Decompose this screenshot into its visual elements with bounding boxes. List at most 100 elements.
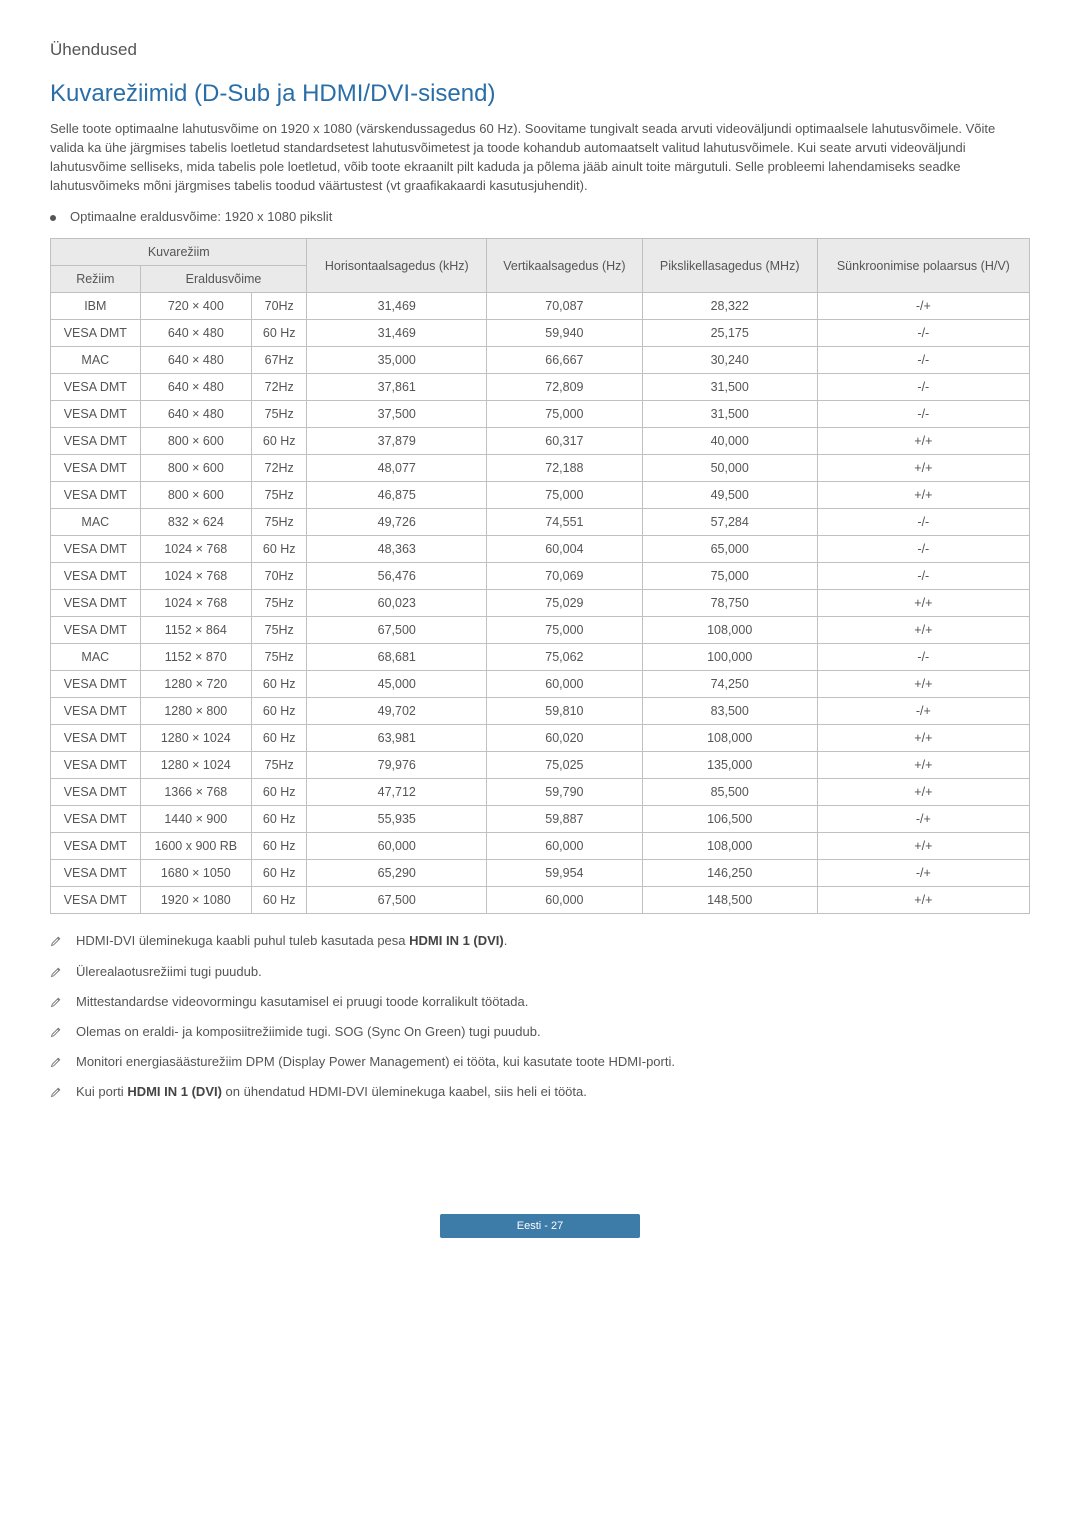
page-header: Ühendused bbox=[50, 40, 1030, 60]
table-cell: 47,712 bbox=[307, 779, 487, 806]
table-cell: MAC bbox=[51, 347, 141, 374]
table-cell: 48,363 bbox=[307, 536, 487, 563]
table-cell: 57,284 bbox=[642, 509, 817, 536]
table-cell: VESA DMT bbox=[51, 320, 141, 347]
table-cell: VESA DMT bbox=[51, 887, 141, 914]
table-cell: 59,940 bbox=[487, 320, 643, 347]
table-row: VESA DMT640 × 48075Hz37,50075,00031,500-… bbox=[51, 401, 1030, 428]
table-cell: 78,750 bbox=[642, 590, 817, 617]
table-cell: 800 × 600 bbox=[140, 455, 251, 482]
note-item: Ülerealaotusrežiimi tugi puudub. bbox=[50, 963, 1030, 983]
table-cell: 67Hz bbox=[251, 347, 306, 374]
table-cell: 67,500 bbox=[307, 617, 487, 644]
table-cell: 74,250 bbox=[642, 671, 817, 698]
table-cell: 83,500 bbox=[642, 698, 817, 725]
table-cell: +/+ bbox=[817, 482, 1029, 509]
table-cell: 640 × 480 bbox=[140, 401, 251, 428]
table-row: VESA DMT1366 × 76860 Hz47,71259,79085,50… bbox=[51, 779, 1030, 806]
col-reziim: Režiim bbox=[51, 266, 141, 293]
table-cell: 31,469 bbox=[307, 293, 487, 320]
note-item: Mittestandardse videovormingu kasutamise… bbox=[50, 993, 1030, 1013]
table-row: MAC640 × 48067Hz35,00066,66730,240-/- bbox=[51, 347, 1030, 374]
table-row: VESA DMT1024 × 76875Hz60,02375,02978,750… bbox=[51, 590, 1030, 617]
table-cell: +/+ bbox=[817, 887, 1029, 914]
table-cell: 70Hz bbox=[251, 293, 306, 320]
table-cell: 37,879 bbox=[307, 428, 487, 455]
table-row: VESA DMT1280 × 80060 Hz49,70259,81083,50… bbox=[51, 698, 1030, 725]
table-cell: +/+ bbox=[817, 833, 1029, 860]
table-cell: 640 × 480 bbox=[140, 374, 251, 401]
table-cell: +/+ bbox=[817, 725, 1029, 752]
table-cell: +/+ bbox=[817, 455, 1029, 482]
table-cell: -/+ bbox=[817, 860, 1029, 887]
table-cell: 49,726 bbox=[307, 509, 487, 536]
intro-paragraph: Selle toote optimaalne lahutusvõime on 1… bbox=[50, 120, 1030, 195]
note-item: Olemas on eraldi- ja komposiitrežiimide … bbox=[50, 1023, 1030, 1043]
table-cell: 1024 × 768 bbox=[140, 536, 251, 563]
table-cell: VESA DMT bbox=[51, 455, 141, 482]
table-cell: 65,290 bbox=[307, 860, 487, 887]
table-row: VESA DMT800 × 60075Hz46,87575,00049,500+… bbox=[51, 482, 1030, 509]
table-cell: +/+ bbox=[817, 671, 1029, 698]
table-cell: 67,500 bbox=[307, 887, 487, 914]
table-cell: 75,000 bbox=[642, 563, 817, 590]
table-cell: 60 Hz bbox=[251, 698, 306, 725]
table-row: MAC1152 × 87075Hz68,68175,062100,000-/- bbox=[51, 644, 1030, 671]
table-cell: 60,000 bbox=[487, 671, 643, 698]
table-cell: 60 Hz bbox=[251, 671, 306, 698]
table-cell: 75Hz bbox=[251, 482, 306, 509]
table-cell: 60 Hz bbox=[251, 779, 306, 806]
table-row: VESA DMT640 × 48072Hz37,86172,80931,500-… bbox=[51, 374, 1030, 401]
table-cell: 60 Hz bbox=[251, 428, 306, 455]
table-cell: 832 × 624 bbox=[140, 509, 251, 536]
note-text: Olemas on eraldi- ja komposiitrežiimide … bbox=[76, 1023, 541, 1041]
table-cell: 30,240 bbox=[642, 347, 817, 374]
table-cell: 59,810 bbox=[487, 698, 643, 725]
table-cell: VESA DMT bbox=[51, 698, 141, 725]
table-cell: 72Hz bbox=[251, 374, 306, 401]
table-cell: VESA DMT bbox=[51, 833, 141, 860]
table-cell: 1280 × 800 bbox=[140, 698, 251, 725]
table-cell: -/- bbox=[817, 401, 1029, 428]
pencil-icon bbox=[50, 1025, 62, 1043]
table-row: VESA DMT800 × 60060 Hz37,87960,31740,000… bbox=[51, 428, 1030, 455]
table-cell: 75,062 bbox=[487, 644, 643, 671]
table-cell: VESA DMT bbox=[51, 779, 141, 806]
table-cell: 60 Hz bbox=[251, 725, 306, 752]
table-cell: -/- bbox=[817, 374, 1029, 401]
note-text: Monitori energiasäästurežiim DPM (Displa… bbox=[76, 1053, 675, 1071]
table-cell: VESA DMT bbox=[51, 563, 141, 590]
table-cell: 106,500 bbox=[642, 806, 817, 833]
table-row: VESA DMT1920 × 108060 Hz67,50060,000148,… bbox=[51, 887, 1030, 914]
note-item: Kui porti HDMI IN 1 (DVI) on ühendatud H… bbox=[50, 1083, 1030, 1103]
table-cell: 70,069 bbox=[487, 563, 643, 590]
table-cell: 45,000 bbox=[307, 671, 487, 698]
table-cell: VESA DMT bbox=[51, 671, 141, 698]
table-cell: -/+ bbox=[817, 698, 1029, 725]
table-cell: 75,029 bbox=[487, 590, 643, 617]
table-cell: 100,000 bbox=[642, 644, 817, 671]
table-cell: 72Hz bbox=[251, 455, 306, 482]
table-cell: +/+ bbox=[817, 752, 1029, 779]
col-pixel: Pikslikellasagedus (MHz) bbox=[642, 239, 817, 293]
table-cell: -/- bbox=[817, 509, 1029, 536]
table-row: VESA DMT1280 × 102460 Hz63,98160,020108,… bbox=[51, 725, 1030, 752]
table-cell: 74,551 bbox=[487, 509, 643, 536]
table-cell: -/+ bbox=[817, 293, 1029, 320]
table-cell: 640 × 480 bbox=[140, 347, 251, 374]
table-row: VESA DMT1024 × 76860 Hz48,36360,00465,00… bbox=[51, 536, 1030, 563]
table-cell: -/- bbox=[817, 320, 1029, 347]
table-cell: 1600 x 900 RB bbox=[140, 833, 251, 860]
table-cell: 75,000 bbox=[487, 401, 643, 428]
table-cell: 60 Hz bbox=[251, 887, 306, 914]
table-cell: MAC bbox=[51, 644, 141, 671]
table-cell: 35,000 bbox=[307, 347, 487, 374]
table-cell: VESA DMT bbox=[51, 725, 141, 752]
table-cell: 60 Hz bbox=[251, 833, 306, 860]
table-row: VESA DMT1280 × 72060 Hz45,00060,00074,25… bbox=[51, 671, 1030, 698]
table-cell: 1024 × 768 bbox=[140, 563, 251, 590]
table-cell: VESA DMT bbox=[51, 428, 141, 455]
bullet-item: Optimaalne eraldusvõime: 1920 x 1080 pik… bbox=[50, 209, 1030, 224]
table-cell: 70Hz bbox=[251, 563, 306, 590]
table-cell: -/- bbox=[817, 563, 1029, 590]
